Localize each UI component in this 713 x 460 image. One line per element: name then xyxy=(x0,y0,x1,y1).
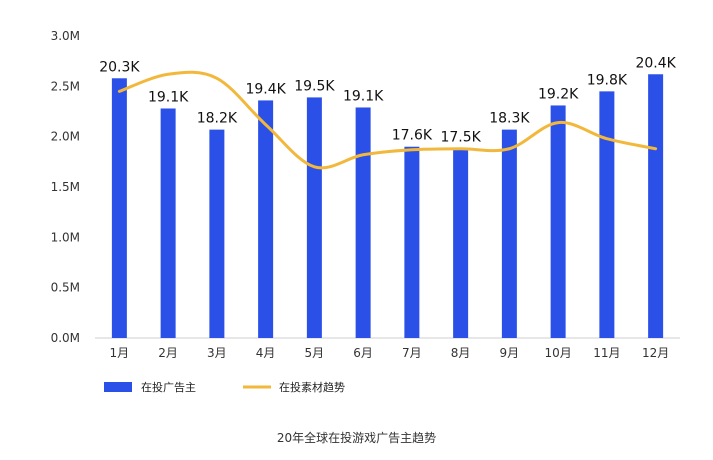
bar xyxy=(209,129,225,338)
bar-labels-group: 20.3K 19.1K 18.2K 19.4K 19.5K 19.1K 17.6K 17.5K… xyxy=(99,55,676,145)
bar-value-label: 20.4K xyxy=(635,55,676,71)
bars-group xyxy=(111,74,664,339)
bar xyxy=(550,105,566,339)
y-tick-label: 1.0M xyxy=(51,230,80,244)
bar xyxy=(404,146,420,338)
x-tick-label: 9月 xyxy=(500,346,520,360)
y-tick-label: 3.0M xyxy=(51,29,80,43)
bar-value-label: 19.1K xyxy=(343,88,384,104)
trend-line xyxy=(117,70,658,170)
chart-caption: 20年全球在投游戏广告主趋势 xyxy=(276,431,437,445)
x-tick-label: 3月 xyxy=(207,346,227,360)
bar-value-label: 19.1K xyxy=(148,89,189,105)
bar xyxy=(599,91,615,338)
bar xyxy=(453,148,469,338)
bar-value-label: 19.4K xyxy=(245,81,286,97)
bar-value-label: 17.5K xyxy=(440,130,481,146)
legend-bar-label: 在投广告主 xyxy=(141,380,196,394)
bar xyxy=(258,100,274,338)
x-tick-label: 6月 xyxy=(353,346,373,360)
x-tick-label: 12月 xyxy=(642,346,669,360)
bar-value-label: 17.6K xyxy=(392,128,433,144)
bar xyxy=(501,129,517,338)
x-tick-label: 4月 xyxy=(256,346,276,360)
bar xyxy=(160,108,176,338)
y-tick-label: 0.0M xyxy=(51,331,80,345)
x-tick-label: 2月 xyxy=(158,346,178,360)
legend-line-label: 在投素材趋势 xyxy=(279,380,345,394)
x-tick-label: 11月 xyxy=(593,346,620,360)
y-axis-ticks: 0.0M 0.5M 1.0M 1.5M 2.0M 2.5M 3.0M xyxy=(51,29,80,345)
x-tick-label: 10月 xyxy=(544,346,571,360)
legend-bar-swatch xyxy=(104,382,132,392)
y-tick-label: 2.0M xyxy=(51,130,80,144)
y-tick-label: 1.5M xyxy=(51,180,80,194)
x-tick-label: 8月 xyxy=(451,346,471,360)
x-tick-label: 7月 xyxy=(402,346,422,360)
bar-value-label: 18.3K xyxy=(489,111,530,127)
bar-value-label: 19.8K xyxy=(587,72,628,88)
y-tick-label: 0.5M xyxy=(51,281,80,295)
bar xyxy=(648,74,664,339)
bar xyxy=(111,78,127,338)
bar xyxy=(355,107,371,339)
bar-value-label: 20.3K xyxy=(99,59,140,75)
bar-value-label: 18.2K xyxy=(197,111,238,127)
bar xyxy=(306,97,322,338)
x-axis-ticks: 1月 2月 3月 4月 5月 6月 7月 8月 9月 10月 11月 12月 xyxy=(110,346,670,360)
legend: 在投广告主 在投素材趋势 xyxy=(104,380,345,394)
bar-value-label: 19.2K xyxy=(538,86,579,102)
x-tick-label: 1月 xyxy=(110,346,130,360)
y-tick-label: 2.5M xyxy=(51,79,80,93)
x-tick-label: 5月 xyxy=(305,346,325,360)
bar-value-label: 19.5K xyxy=(294,78,335,94)
